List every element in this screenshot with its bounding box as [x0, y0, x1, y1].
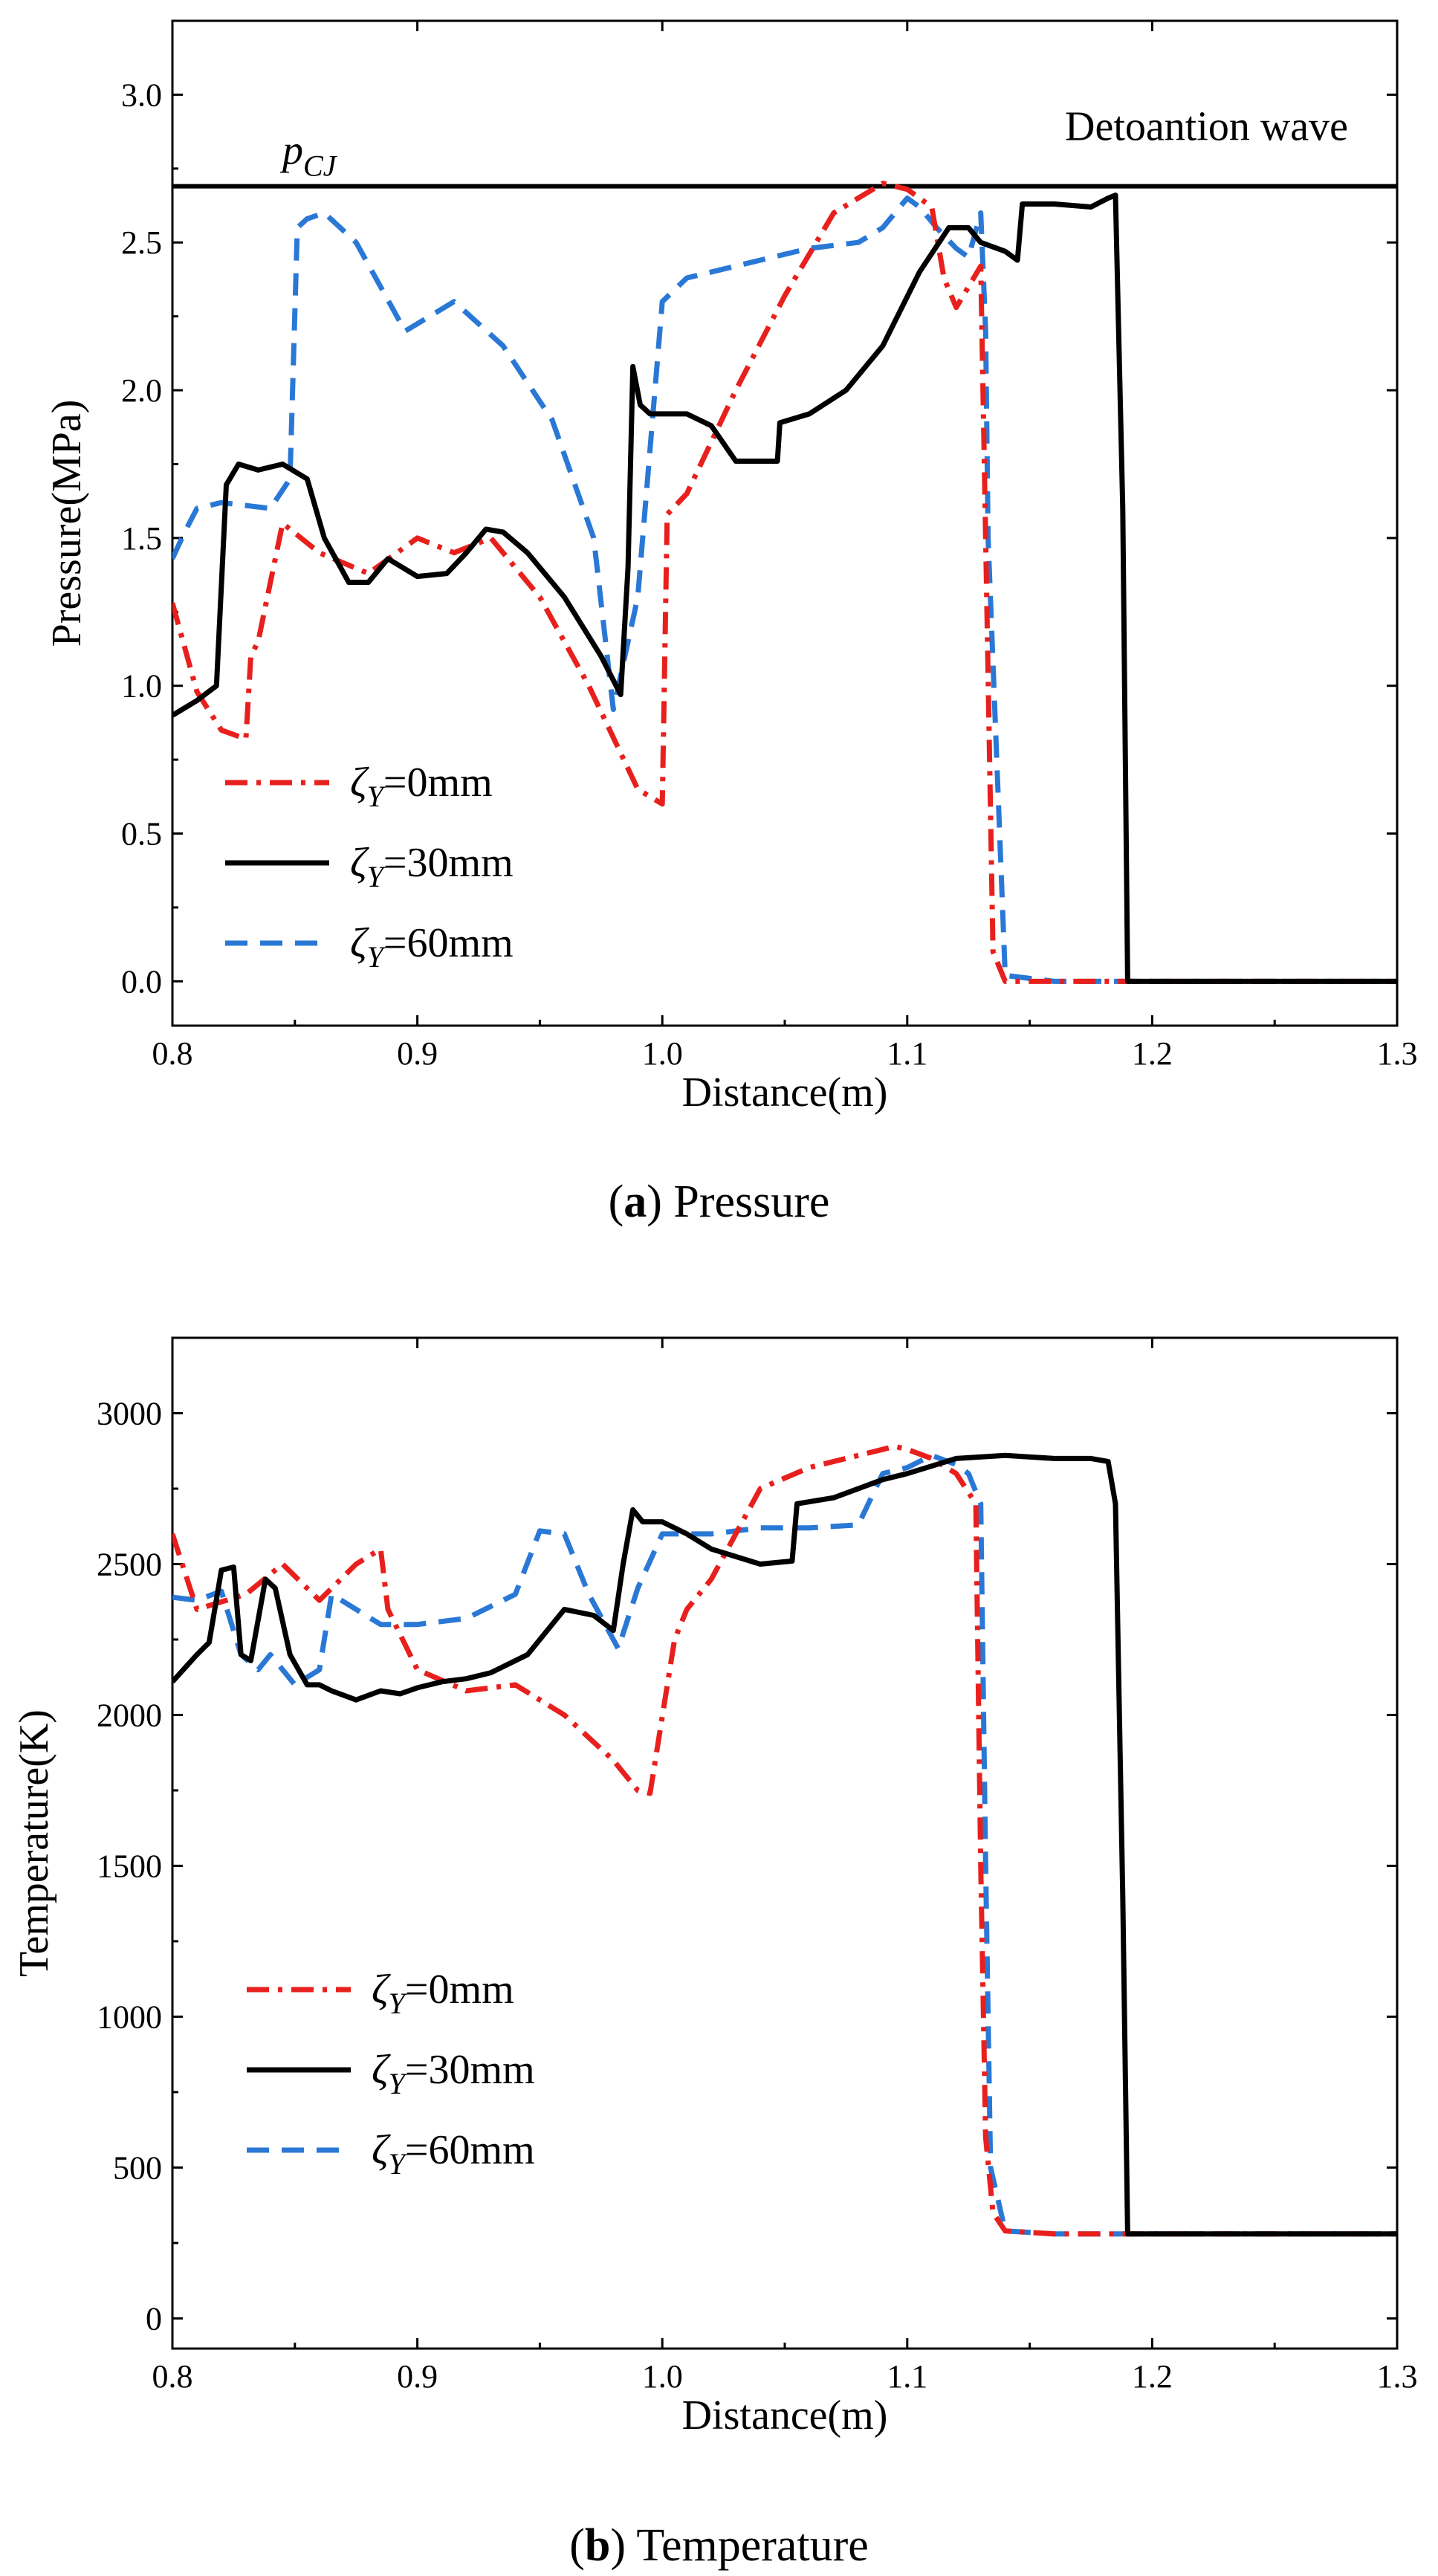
pressure-chart: 0.8 0.9 1.0 1.1 1.2 1.3 0.0 0.5 1.0 1.5 2.0 2.5 3.0 D…	[44, 19, 1418, 1116]
y-axis-label: Pressure(MPa)	[44, 400, 90, 647]
caption-text: ) Pressure	[647, 1177, 830, 1227]
x-axis-label: Distance(m)	[682, 2392, 888, 2439]
y-tick-label: 3.0	[121, 77, 162, 113]
y-tick-label: 2500	[97, 1546, 162, 1582]
series-group	[172, 181, 1397, 984]
y-tick-label: 0.5	[121, 816, 162, 852]
y-tick-label: 2000	[97, 1697, 162, 1733]
x-tick-label: 1.3	[1377, 1035, 1418, 1072]
pressure-caption: (a) Pressure	[608, 1177, 830, 1227]
pressure-chart-panel: 0.8 0.9 1.0 1.1 1.2 1.3 0.0 0.5 1.0 1.5 2.0 2.5 3.0 D…	[0, 0, 1438, 1278]
x-tick-label: 0.9	[397, 1035, 438, 1072]
y-tick-label: 1.5	[121, 520, 162, 557]
legend-label: ζY=0mm	[372, 1967, 514, 2020]
y-tick-label: 0	[146, 2300, 162, 2337]
series-line-1	[172, 192, 1397, 984]
detonation-wave-label: Detoantion wave	[1065, 104, 1348, 150]
legend-label: ζY=30mm	[350, 840, 514, 893]
x-tick-label: 0.8	[152, 1035, 193, 1072]
series-line-1	[172, 1452, 1397, 2237]
x-tick-label: 1.2	[1132, 1035, 1173, 1072]
x-tick-label: 1.0	[642, 1035, 683, 1072]
x-tick-label: 1.1	[887, 1035, 927, 1072]
temperature-chart-panel: 0.8 0.9 1.0 1.1 1.2 1.3 0 500 1000 1500 2000 2500 30…	[0, 1286, 1438, 2576]
y-tick-label: 2.0	[121, 372, 162, 409]
plot-frame	[171, 1336, 1399, 2350]
y-tick-label: 2.5	[121, 224, 162, 261]
caption-text: ) Temperature	[610, 2520, 869, 2571]
legend-label: ζY=0mm	[350, 760, 493, 813]
x-tick-label: 1.2	[1132, 2358, 1173, 2395]
y-tick-label: 0.0	[121, 963, 162, 1000]
y-tick-label: 1500	[97, 1848, 162, 1884]
temperature-chart: 0.8 0.9 1.0 1.1 1.2 1.3 0 500 1000 1500 2000 2500 30…	[11, 1336, 1418, 2439]
x-tick-label: 1.0	[642, 2358, 683, 2395]
series-line-0	[172, 1443, 1397, 2237]
series-line-2	[172, 1452, 1397, 2237]
series-line-0	[172, 181, 1397, 984]
y-tick-label: 3000	[97, 1395, 162, 1431]
legend-label: ζY=60mm	[350, 920, 514, 974]
legend-label: ζY=60mm	[372, 2127, 535, 2181]
series-group	[172, 1443, 1397, 2237]
caption-letter: b	[584, 2520, 611, 2571]
y-axis-label: Temperature(K)	[11, 1709, 57, 1977]
x-tick-label: 1.3	[1377, 2358, 1418, 2395]
x-tick-label: 0.9	[397, 2358, 438, 2395]
caption-letter: a	[624, 1177, 647, 1227]
y-tick-label: 500	[113, 2149, 162, 2186]
y-tick-label: 1.0	[121, 668, 162, 705]
x-axis-label: Distance(m)	[682, 1069, 888, 1116]
x-tick-label: 0.8	[152, 2358, 193, 2395]
x-tick-label: 1.1	[887, 2358, 927, 2395]
legend-label: ζY=30mm	[372, 2047, 535, 2100]
temperature-caption: (b) Temperature	[569, 2520, 869, 2571]
pcj-label: pCJ	[279, 128, 338, 183]
y-tick-label: 1000	[97, 1999, 162, 2035]
